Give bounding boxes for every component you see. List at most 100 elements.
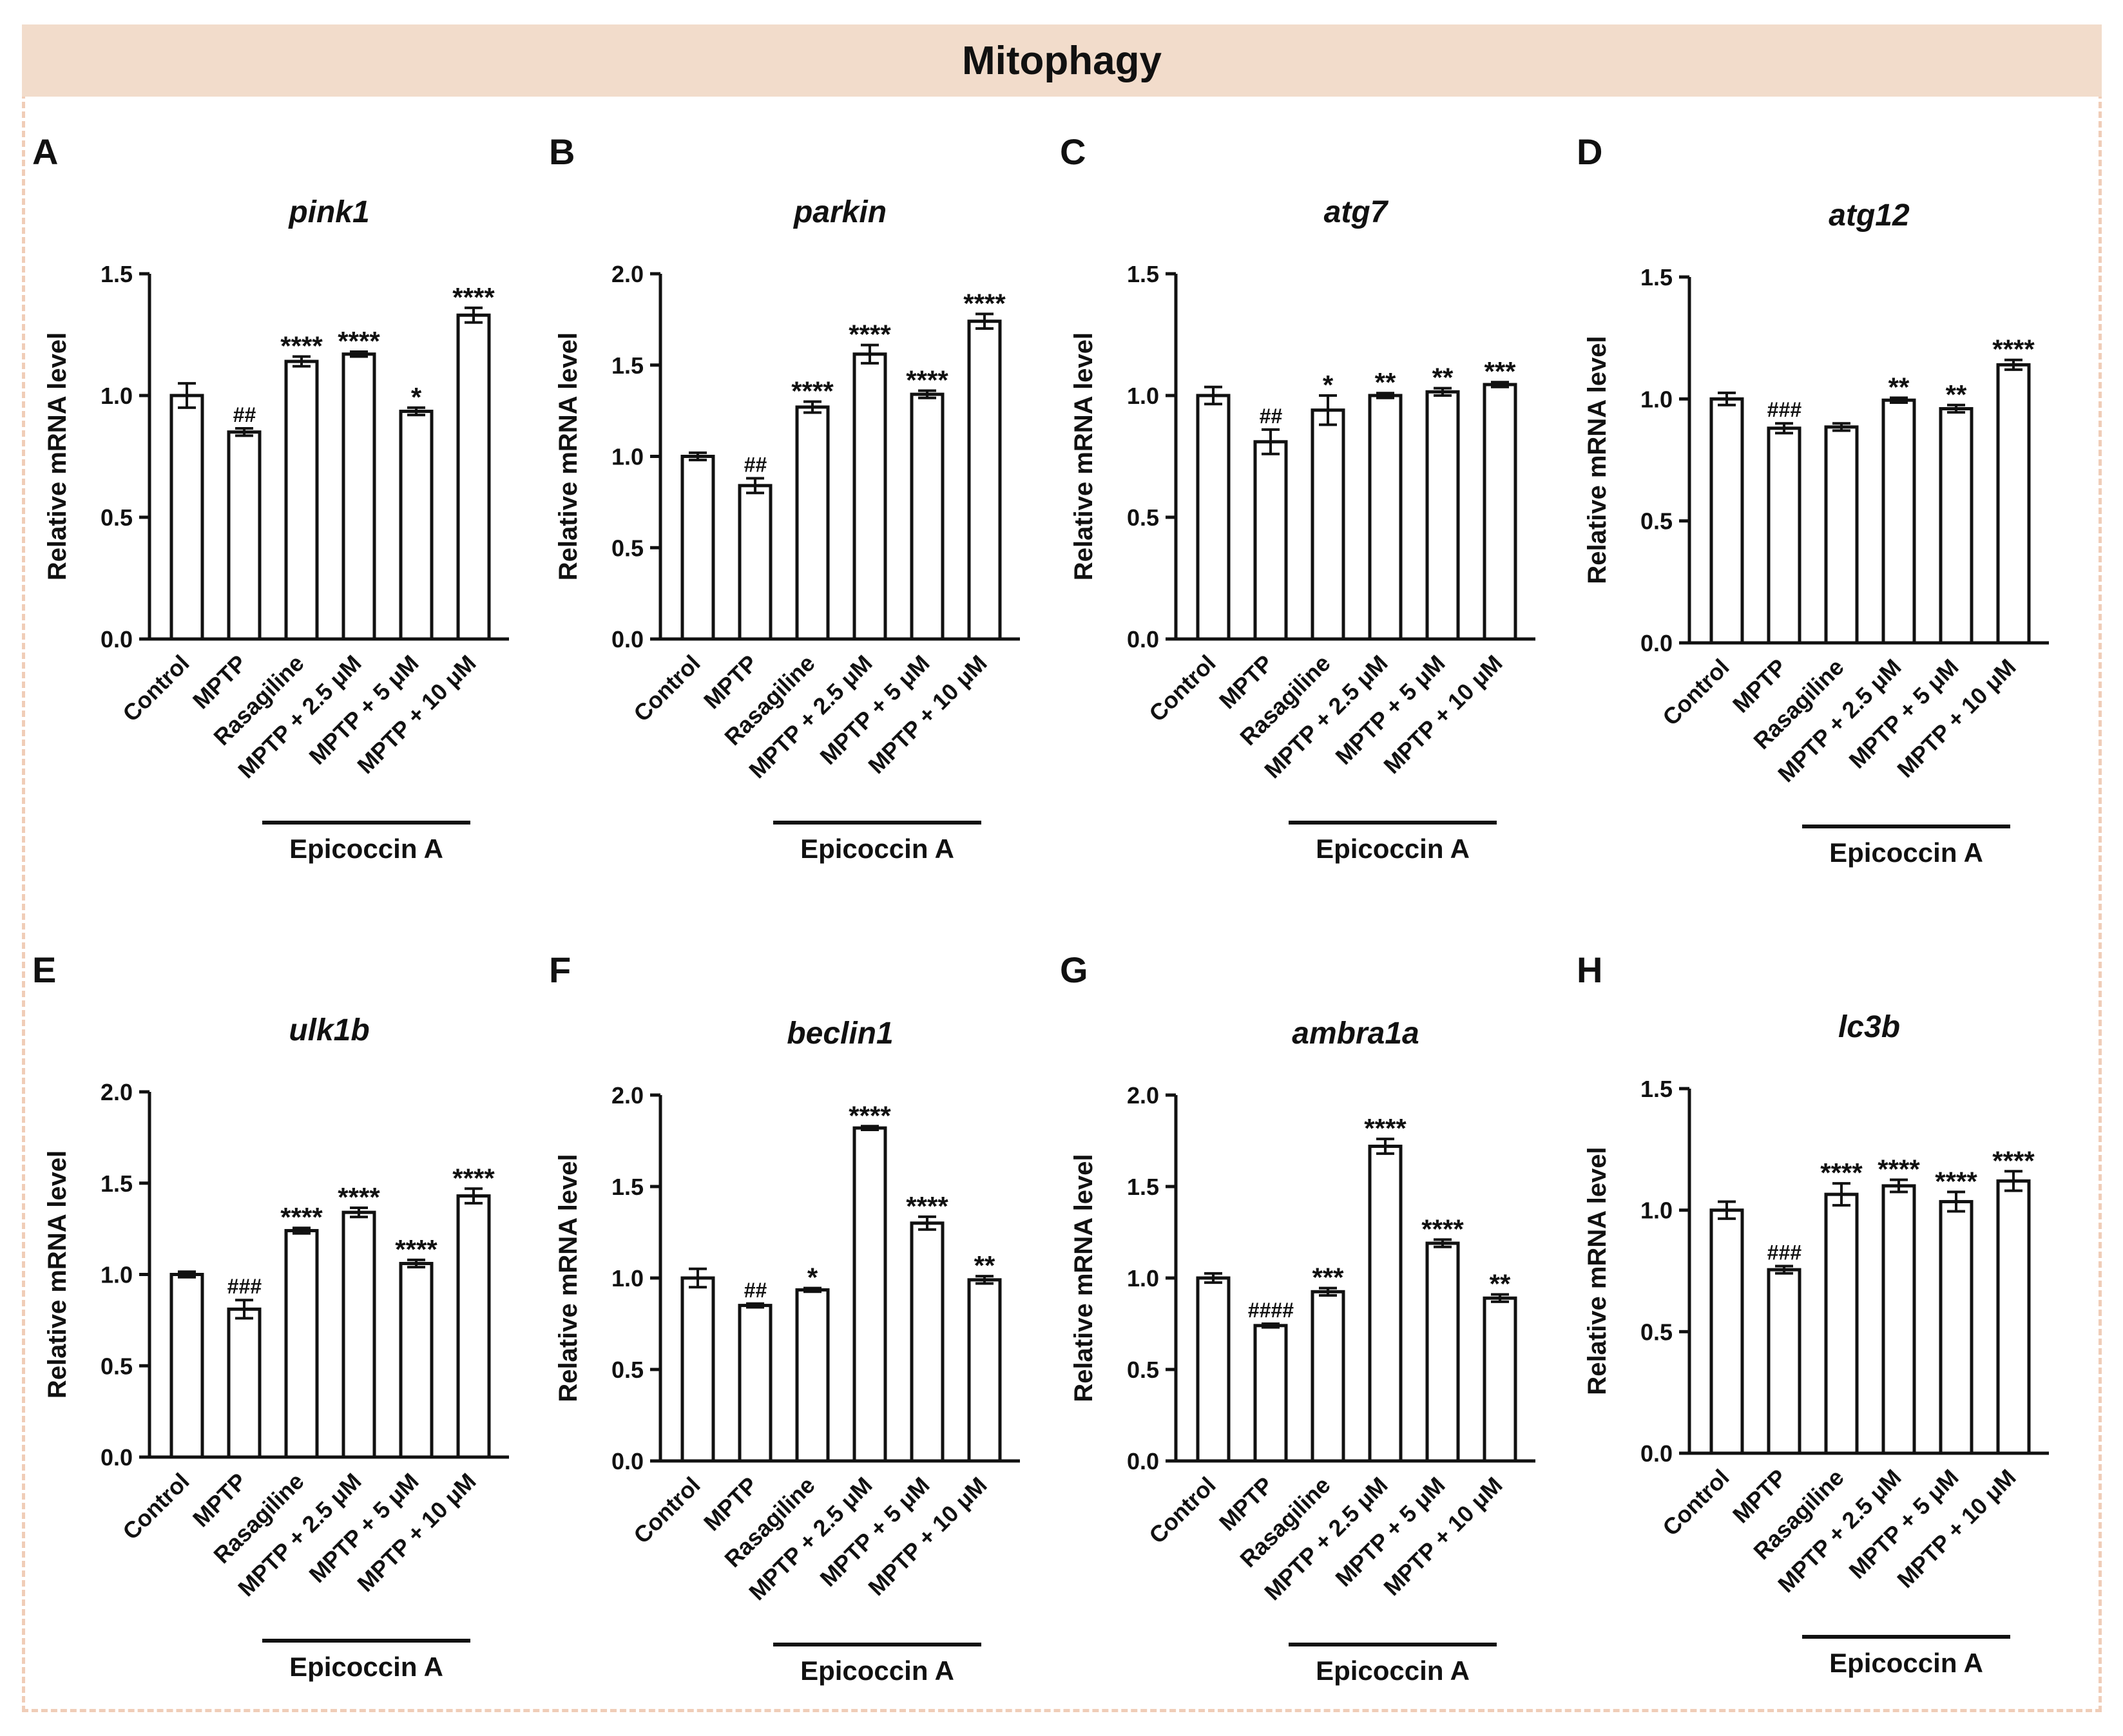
significance-label: ****: [791, 376, 834, 406]
significance-label: ***: [1312, 1263, 1344, 1293]
significance-label: ****: [1421, 1214, 1464, 1244]
group-label: Epicoccin A: [1829, 837, 1983, 868]
chart-title: lc3b: [1838, 1010, 1900, 1044]
group-label: Epicoccin A: [1316, 834, 1470, 864]
significance-label: ****: [849, 1100, 891, 1130]
y-tick-label: 0.5: [101, 1353, 133, 1379]
y-tick-label: 1.5: [611, 352, 644, 379]
bar-1: [1196, 1276, 1231, 1463]
bar-5: [1939, 1199, 1974, 1455]
significance-label: **: [1946, 379, 1967, 410]
x-tick-label: Control: [117, 650, 194, 727]
bar-3: [795, 405, 830, 641]
y-tick-label: 1.5: [101, 261, 133, 287]
bar-4: [852, 352, 887, 641]
chart-title: atg7: [1324, 195, 1389, 229]
bar-2: [227, 1307, 262, 1459]
x-tick-label: Control: [628, 1472, 705, 1549]
bar-4: [1881, 398, 1916, 645]
y-tick-label: 1.5: [1640, 264, 1673, 291]
bar-1: [1196, 394, 1231, 641]
significance-label: ###: [1767, 398, 1801, 421]
bar-4: [852, 1126, 887, 1463]
bar-2: [738, 1304, 773, 1463]
y-tick-label: 0.5: [1127, 504, 1159, 531]
bar-4: [1881, 1184, 1916, 1455]
significance-label: ###: [227, 1275, 262, 1298]
chart-title: pink1: [287, 195, 369, 229]
bar-6: [1483, 383, 1517, 641]
bar-5: [399, 1261, 434, 1459]
significance-label: **: [974, 1250, 995, 1281]
chart-title: beclin1: [787, 1016, 893, 1051]
bar-1: [169, 1273, 204, 1459]
y-tick-label: 0.0: [611, 1448, 644, 1474]
bar-2: [1767, 1268, 1801, 1455]
title-banner: Mitophagy: [22, 24, 2102, 97]
panel-letter: A: [32, 131, 58, 172]
panel-letter: B: [549, 131, 575, 172]
significance-label: **: [1432, 363, 1454, 393]
x-tick-label: Control: [1657, 654, 1734, 730]
y-tick-label: 0.0: [1640, 1440, 1673, 1467]
bar-1: [680, 1276, 715, 1463]
group-label: Epicoccin A: [800, 1655, 954, 1686]
bar-6: [967, 320, 1002, 641]
bar-2: [1767, 426, 1801, 645]
y-tick-label: 1.0: [1127, 383, 1159, 409]
significance-label: ****: [849, 320, 891, 350]
bar-3: [1311, 408, 1345, 641]
significance-label: ****: [452, 282, 495, 312]
significance-label: ##: [744, 453, 767, 477]
chart-title: ambra1a: [1292, 1016, 1419, 1051]
y-axis-label: Relative mRNA level: [1583, 336, 1611, 584]
significance-label: *: [1323, 370, 1334, 400]
bar-3: [284, 359, 319, 641]
y-tick-label: 2.0: [611, 1082, 644, 1109]
panel-letter: H: [1577, 949, 1602, 990]
significance-label: ****: [1364, 1113, 1407, 1143]
bar-2: [227, 430, 262, 641]
bar-5: [910, 1221, 945, 1463]
bar-5: [1425, 1241, 1460, 1463]
x-tick-label: Control: [117, 1468, 194, 1545]
significance-label: *: [807, 1263, 818, 1293]
y-tick-label: 1.5: [1127, 1174, 1159, 1200]
y-tick-label: 0.5: [1127, 1357, 1159, 1383]
chart-title: atg12: [1829, 198, 1910, 233]
significance-label: ****: [338, 326, 380, 356]
significance-label: ##: [1259, 405, 1282, 428]
y-tick-label: 0.0: [101, 626, 133, 653]
bar-5: [910, 392, 945, 641]
y-tick-label: 1.5: [1127, 261, 1159, 287]
y-tick-label: 2.0: [611, 261, 644, 287]
significance-label: ****: [906, 1191, 948, 1221]
bar-4: [1368, 1145, 1403, 1463]
y-tick-label: 1.0: [101, 1262, 133, 1288]
bar-6: [456, 1194, 491, 1459]
y-tick-label: 1.0: [611, 1265, 644, 1292]
figure-title: Mitophagy: [962, 38, 1162, 83]
significance-label: **: [1375, 367, 1396, 397]
significance-label: ****: [906, 365, 948, 395]
y-axis-label: Relative mRNA level: [1070, 1154, 1098, 1402]
y-axis-label: Relative mRNA level: [554, 1154, 582, 1402]
bar-3: [284, 1228, 319, 1459]
bar-5: [1939, 406, 1974, 645]
x-tick-label: Control: [1144, 1472, 1220, 1549]
y-axis-label: Relative mRNA level: [43, 332, 72, 580]
y-tick-label: 1.0: [611, 444, 644, 470]
significance-label: ****: [1820, 1158, 1863, 1188]
group-label: Epicoccin A: [800, 834, 954, 864]
y-tick-label: 0.0: [611, 626, 644, 653]
significance-label: ##: [233, 403, 256, 426]
significance-label: ####: [1247, 1299, 1293, 1322]
y-tick-label: 2.0: [101, 1079, 133, 1105]
y-tick-label: 1.0: [101, 383, 133, 409]
bar-6: [967, 1278, 1002, 1463]
